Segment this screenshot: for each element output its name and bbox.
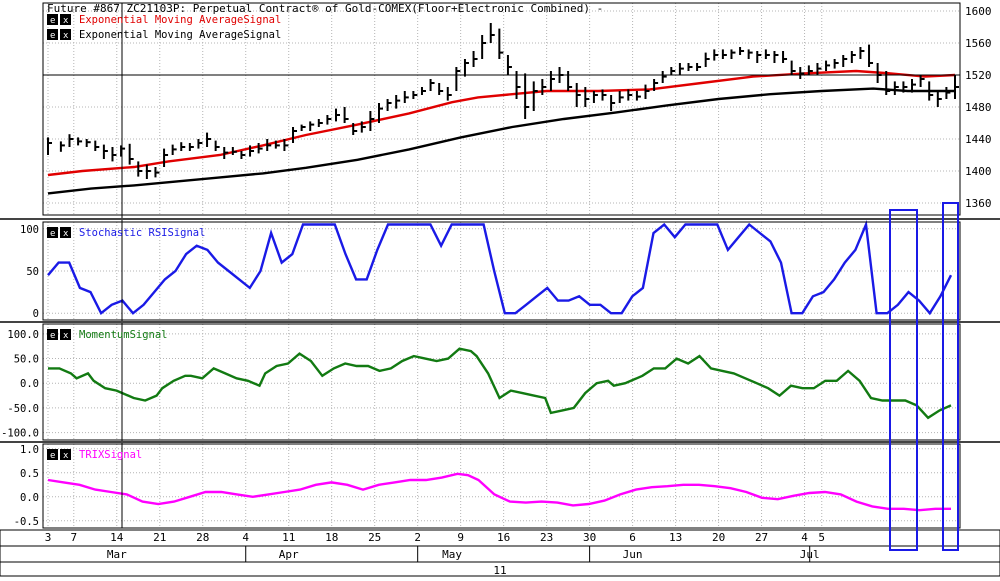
price-tick-label: 1480 [965, 101, 992, 114]
ema-slow-line [47, 87, 955, 195]
price-legend-label: Exponential Moving AverageSignal [79, 29, 281, 41]
x-month-label: Mar [107, 548, 127, 561]
legend-x-button [60, 14, 71, 25]
price-tick-label: 1560 [965, 37, 992, 50]
legend-x-label: x [63, 331, 69, 341]
price-tick-label: 1600 [965, 5, 992, 18]
momentum-panel-frame [42, 323, 961, 441]
legend-e-button [47, 329, 58, 340]
x-axis-frame [0, 529, 1000, 577]
x-day-label: 30 [583, 531, 596, 544]
highlight-box-left [889, 209, 918, 551]
legend-x-button [60, 29, 71, 40]
x-day-label: 13 [669, 531, 682, 544]
momentum-tick-label: -50.0 [7, 403, 39, 415]
legend-e-label: e [50, 451, 55, 461]
momentum-tick-label: 100.0 [7, 329, 39, 341]
legend-x-label: x [63, 229, 69, 239]
price-tick-label: 1360 [965, 197, 992, 210]
stochastic_rsi-tick-label: 100 [20, 224, 39, 236]
price-tick-label: 1400 [965, 165, 992, 178]
legend-e-button [47, 227, 58, 238]
highlight-box-right [942, 202, 959, 551]
x-day-label: 11 [282, 531, 295, 544]
momentum-legend-label: MomentumSignal [79, 329, 168, 341]
momentum-tick-label: 0.0 [20, 378, 39, 390]
momentum-tick-label: 50.0 [14, 354, 39, 366]
x-month-label: Jun [623, 548, 643, 561]
price-panel-frame [42, 2, 961, 216]
price-legend-label: Exponential Moving AverageSignal [79, 14, 281, 26]
legend-x-label: x [63, 31, 69, 41]
legend-e-label: e [50, 229, 55, 239]
x-day-label: 2 [414, 531, 421, 544]
legend-x-button [60, 227, 71, 238]
x-day-label: 5 [818, 531, 825, 544]
legend-x-button [60, 449, 71, 460]
trix-tick-label: -0.5 [14, 516, 39, 528]
x-year-label: 11 [493, 564, 506, 577]
stochastic_rsi-tick-label: 50 [26, 266, 39, 278]
stochastic_rsi-line [47, 219, 953, 316]
x-day-label: 3 [45, 531, 52, 544]
x-month-label: May [442, 548, 462, 561]
legend-e-label: e [50, 331, 55, 341]
legend-x-button [60, 329, 71, 340]
ema-fast-line [47, 69, 956, 177]
stochastic_rsi-panel-frame [42, 221, 961, 321]
legend-x-label: x [63, 16, 69, 26]
momentum-line [48, 347, 952, 420]
x-day-label: 6 [629, 531, 636, 544]
x-day-label: 16 [497, 531, 510, 544]
x-day-label: 18 [325, 531, 338, 544]
stochastic_rsi-legend-label: Stochastic RSISignal [79, 227, 205, 239]
trix-line [47, 472, 951, 512]
x-day-label: 4 [242, 531, 249, 544]
x-day-label: 21 [153, 531, 166, 544]
x-day-label: 28 [196, 531, 209, 544]
stochastic_rsi-tick-label: 0 [33, 308, 39, 320]
trix-tick-label: 0.5 [20, 468, 39, 480]
legend-x-label: x [63, 451, 69, 461]
trix-tick-label: 1.0 [20, 444, 39, 456]
x-day-label: 7 [70, 531, 77, 544]
x-day-label: 20 [712, 531, 725, 544]
series-layer [47, 23, 959, 512]
legend-e-label: e [50, 16, 55, 26]
legend-e-button [47, 14, 58, 25]
trix-legend-label: TRIXSignal [79, 449, 142, 461]
trix-tick-label: 0.0 [20, 492, 39, 504]
momentum-tick-label: -100.0 [1, 428, 39, 440]
x-day-label: 4 [801, 531, 808, 544]
x-month-label: Apr [279, 548, 299, 561]
window-title: Future #867 ZC21103P: Perpetual Contract… [47, 2, 603, 15]
x-month-label: Jul [800, 548, 820, 561]
x-day-label: 25 [368, 531, 381, 544]
x-day-label: 14 [110, 531, 124, 544]
x-day-label: 27 [755, 531, 768, 544]
x-day-label: 23 [540, 531, 553, 544]
legend-e-label: e [50, 31, 55, 41]
legend-e-button [47, 449, 58, 460]
price-tick-label: 1520 [965, 69, 992, 82]
trix-panel-frame [42, 443, 961, 529]
text-layer: Future #867 ZC21103P: Perpetual Contract… [1, 2, 991, 577]
legend-e-button [47, 29, 58, 40]
x-day-label: 9 [457, 531, 464, 544]
price-tick-label: 1440 [965, 133, 992, 146]
